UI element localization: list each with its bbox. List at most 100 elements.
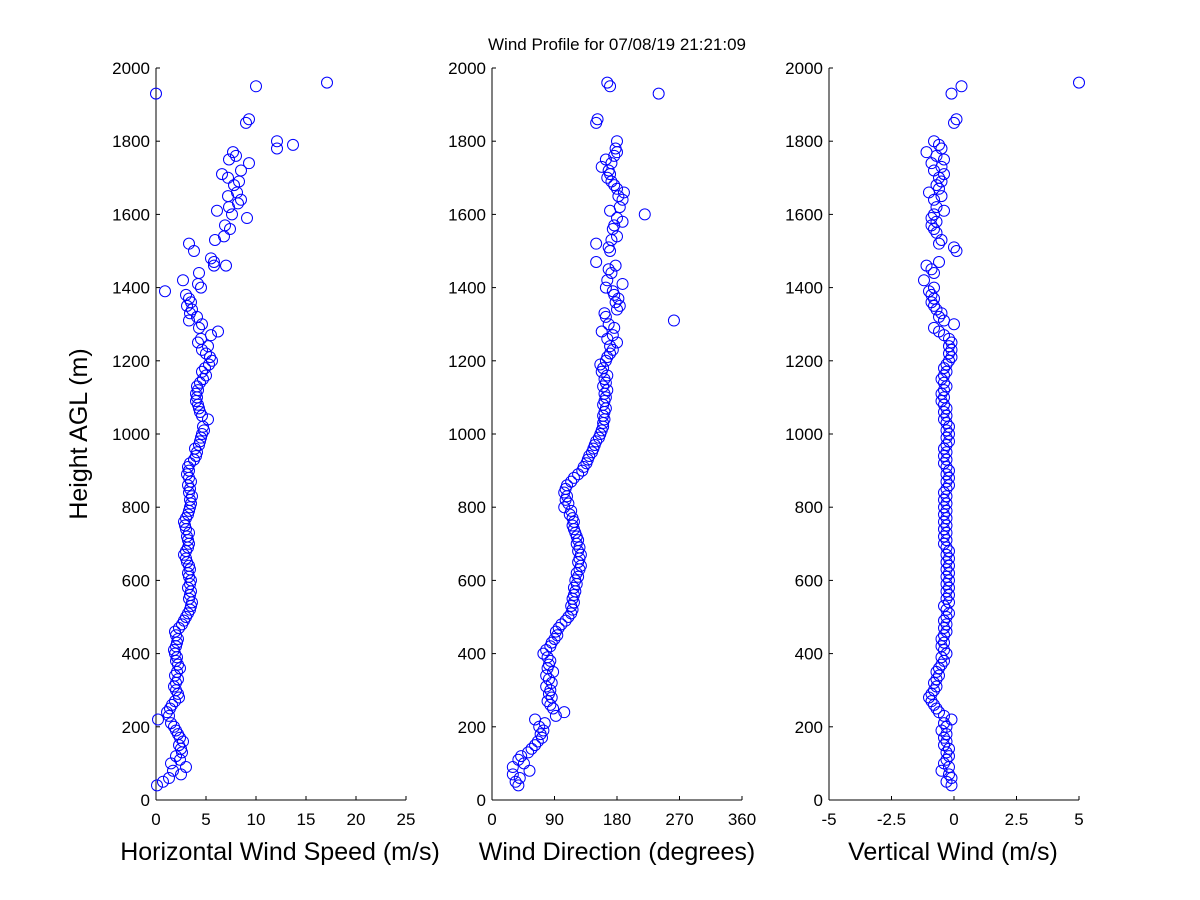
- vertical-wind-point: [940, 460, 953, 473]
- wind-speed-point: [151, 779, 163, 792]
- wind-speed-xlabel: Horizontal Wind Speed (m/s): [120, 838, 440, 866]
- vertical-wind-point: [935, 764, 948, 777]
- wind-speed-point: [211, 204, 223, 217]
- vertical-wind-point: [938, 369, 950, 382]
- vertical-wind-point: [928, 684, 940, 697]
- wind-speed-point: [235, 164, 247, 177]
- vertical-wind-point: [940, 504, 953, 517]
- vertical-wind-point: [938, 153, 950, 166]
- wind-speed-xtick-label: 20: [347, 810, 366, 829]
- vertical-wind-point: [925, 212, 938, 225]
- wind-speed-point: [183, 237, 195, 250]
- wind-direction-point: [605, 266, 618, 279]
- wind-speed-point: [250, 80, 262, 93]
- vertical-wind-point: [943, 581, 955, 594]
- wind-speed-point: [222, 171, 234, 184]
- vertical-wind-point: [943, 596, 955, 609]
- wind-speed-point: [180, 288, 192, 301]
- wind-direction-point: [567, 581, 580, 594]
- vertical-wind-point: [943, 340, 955, 353]
- wind-direction-xtick-label: 360: [728, 810, 756, 829]
- vertical-wind-point: [943, 768, 955, 781]
- vertical-wind-point: [930, 201, 943, 214]
- vertical-wind-ytick-label: 200: [795, 718, 823, 737]
- vertical-wind-panel: Vertical Wind (m/s) 0 200 400 600 800 1000 120…: [785, 59, 1085, 866]
- wind-speed-ytick-label: 400: [122, 645, 150, 664]
- vertical-wind-point: [940, 497, 953, 510]
- wind-direction-point: [604, 347, 617, 360]
- vertical-wind-point: [955, 80, 968, 93]
- wind-speed-point: [271, 135, 283, 148]
- wind-direction-point: [565, 600, 578, 613]
- vertical-wind-point: [940, 482, 953, 495]
- wind-speed-xtick-label: 0: [151, 810, 160, 829]
- vertical-wind-point: [940, 541, 953, 554]
- wind-direction-xtick-label: 0: [487, 810, 496, 829]
- wind-direction-point: [616, 193, 629, 206]
- vertical-wind-point: [928, 281, 940, 294]
- wind-speed-point: [202, 413, 214, 426]
- wind-speed-point: [223, 153, 235, 166]
- wind-direction-point: [558, 501, 571, 514]
- wind-direction-point: [566, 512, 579, 525]
- wind-speed-xtick-label: 5: [201, 810, 210, 829]
- wind-direction-point: [606, 285, 619, 298]
- vertical-wind-point: [940, 424, 953, 437]
- wind-direction-ytick-label: 1200: [448, 352, 486, 371]
- vertical-wind-point: [938, 629, 950, 642]
- wind-direction-point: [525, 742, 538, 755]
- wind-speed-ytick-label: 2000: [112, 59, 150, 78]
- wind-direction-ytick-label: 1800: [448, 132, 486, 151]
- vertical-wind-point: [938, 406, 950, 419]
- vertical-wind-point: [933, 237, 945, 250]
- wind-direction-point: [611, 230, 623, 243]
- vertical-wind-point: [940, 611, 953, 623]
- wind-speed-point: [271, 142, 283, 155]
- vertical-wind-point: [945, 351, 958, 364]
- wind-direction-point: [609, 296, 622, 309]
- vertical-wind-point: [930, 680, 943, 693]
- wind-direction-point: [601, 171, 614, 184]
- vertical-wind-point: [943, 559, 955, 572]
- vertical-wind-point: [943, 471, 955, 484]
- wind-direction-point: [608, 219, 621, 232]
- vertical-wind-point: [940, 563, 953, 576]
- wind-direction-point: [638, 208, 651, 221]
- wind-direction-point: [512, 779, 525, 792]
- vertical-wind-point: [948, 241, 960, 254]
- wind-speed-ytick-label: 1200: [112, 352, 150, 371]
- wind-direction-point: [583, 449, 596, 462]
- vertical-wind-point: [938, 376, 950, 389]
- wind-direction-point: [611, 135, 623, 148]
- vertical-wind-ytick-label: 2000: [785, 59, 823, 78]
- wind-direction-point: [591, 113, 604, 126]
- vertical-wind-point: [940, 512, 953, 525]
- vertical-wind-point: [920, 259, 933, 272]
- wind-speed-ytick-label: 1000: [112, 425, 150, 444]
- wind-speed-point: [193, 266, 205, 279]
- vertical-wind-point: [938, 501, 950, 514]
- wind-speed-ytick-label: 600: [122, 571, 150, 590]
- vertical-wind-point: [940, 409, 953, 422]
- wind-direction-point: [598, 307, 611, 320]
- wind-speed-point: [183, 292, 195, 305]
- wind-speed-point: [208, 259, 220, 272]
- vertical-wind-ytick-label: 1400: [785, 279, 823, 298]
- wind-direction-point: [613, 299, 626, 312]
- wind-speed-point: [184, 457, 196, 470]
- vertical-wind-point: [940, 417, 953, 430]
- vertical-wind-point: [935, 142, 948, 155]
- vertical-wind-point: [938, 530, 950, 543]
- vertical-wind-point: [925, 296, 938, 309]
- wind-direction-point: [617, 186, 630, 199]
- vertical-wind-point: [945, 713, 958, 726]
- vertical-wind-ytick-label: 1200: [785, 352, 823, 371]
- wind-direction-point: [558, 706, 571, 719]
- vertical-wind-point: [945, 343, 958, 356]
- wind-direction-xtick-label: 180: [603, 810, 631, 829]
- vertical-wind-point: [938, 636, 950, 649]
- wind-direction-ytick-label: 1400: [448, 279, 486, 298]
- wind-direction-point: [569, 574, 582, 587]
- vertical-wind-point: [918, 274, 930, 287]
- wind-direction-point: [540, 669, 553, 682]
